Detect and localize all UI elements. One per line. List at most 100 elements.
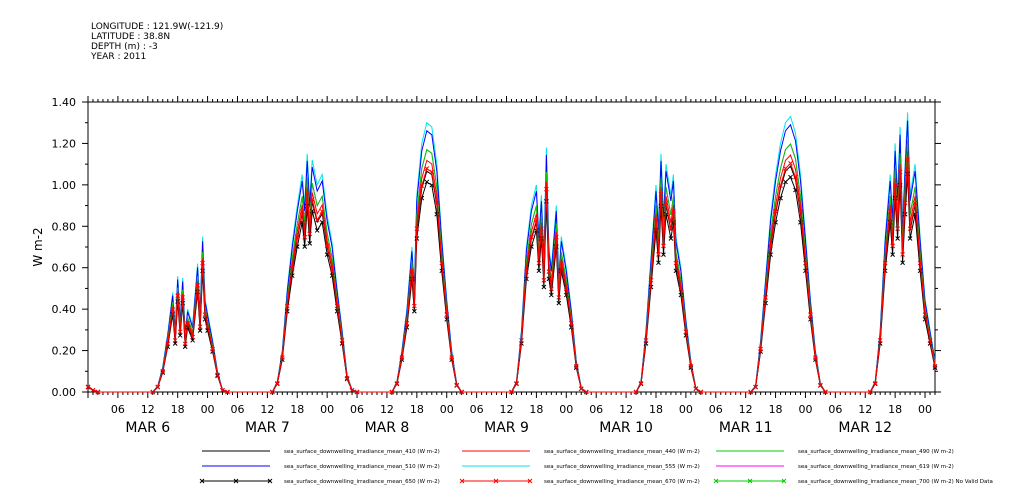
series-marker [803, 260, 808, 266]
series-marker [648, 284, 654, 290]
series-marker [556, 295, 562, 300]
series-marker [793, 174, 798, 180]
x-hour-tick-label: 06 [350, 403, 364, 416]
series-marker [95, 389, 101, 395]
x-date-label: MAR 12 [838, 420, 892, 436]
y-tick-label: 0.40 [52, 303, 77, 316]
legend-entry-label: sea_surface_downwelling_irradiance_mean_… [798, 449, 954, 455]
series-marker [783, 166, 788, 171]
legend-marker [493, 478, 499, 484]
x-hour-tick-label: 00 [440, 403, 454, 416]
series-marker [90, 387, 96, 393]
series-marker [932, 365, 938, 371]
series-marker [661, 243, 666, 249]
x-hour-tick-label: 06 [111, 403, 125, 416]
series-marker [439, 260, 445, 266]
x-hour-tick-label: 18 [888, 403, 902, 416]
series-marker [269, 389, 275, 395]
series-marker [170, 307, 176, 312]
series-line [87, 120, 936, 393]
series-marker [698, 389, 704, 395]
x-date-label: MAR 6 [125, 420, 170, 436]
series-marker [202, 312, 208, 317]
series-marker [411, 303, 417, 309]
series-marker [302, 244, 308, 249]
series-marker [150, 389, 156, 395]
series-marker [180, 295, 186, 300]
series-marker [509, 389, 514, 395]
x-hour-tick-label: 12 [141, 403, 155, 416]
series-marker [912, 200, 918, 206]
series-marker [558, 260, 564, 266]
series-marker [539, 226, 544, 232]
series-marker [897, 169, 903, 175]
x-date-label: MAR 11 [719, 420, 773, 436]
series-marker [394, 381, 400, 386]
y-tick-label: 0.00 [52, 386, 77, 399]
series-marker [748, 389, 754, 395]
legend-entry-label: sea_surface_downwelling_irradiance_mean_… [544, 449, 700, 455]
series-marker [663, 200, 669, 206]
year-label: YEAR : 2011 [91, 52, 147, 62]
series-marker [536, 260, 542, 266]
legend-marker [233, 478, 239, 484]
series-marker [907, 226, 913, 232]
x-hour-tick-label: 12 [619, 403, 633, 416]
series-marker [763, 295, 768, 300]
x-date-label: MAR 7 [245, 420, 290, 436]
series-marker [877, 338, 883, 343]
series-marker [519, 338, 524, 343]
series-marker [658, 191, 664, 197]
series-marker [175, 293, 181, 299]
series-lines [85, 112, 938, 395]
chart-header: LONGITUDE : 121.9W(-121.9) LATITUDE : 38… [91, 22, 223, 62]
series-marker [788, 160, 793, 166]
series-marker [289, 265, 295, 271]
legend-entry-label: sea_surface_downwelling_irradiance_mean_… [544, 479, 700, 485]
series-marker [534, 228, 539, 233]
series-line [87, 112, 936, 393]
chart-axes: 0.00 0.20 0.40 0.60 0.80 1.00 1.20 1.40 W m-2 06 1… [31, 96, 941, 436]
series-marker [902, 211, 908, 217]
series-marker [693, 386, 699, 391]
series-marker [404, 325, 410, 330]
series-marker [922, 312, 928, 317]
series-marker [678, 286, 684, 292]
y-tick-label: 1.20 [52, 137, 77, 150]
series-marker [514, 381, 519, 386]
series-marker [892, 195, 898, 201]
series-marker [307, 241, 313, 246]
series-marker [197, 328, 203, 333]
series-marker [302, 234, 308, 240]
series-marker [195, 283, 200, 288]
series-marker [900, 252, 905, 257]
series-marker [683, 329, 689, 335]
series-marker [449, 355, 455, 360]
series-marker [890, 243, 896, 249]
series-marker [668, 226, 674, 232]
series-marker [299, 209, 305, 214]
series-marker [399, 355, 405, 360]
series-marker [818, 382, 823, 388]
series-marker [668, 236, 674, 241]
series-marker [534, 217, 539, 223]
series-marker [225, 389, 230, 395]
series-marker [434, 200, 440, 206]
series-marker [643, 338, 649, 343]
series-marker [165, 341, 171, 347]
series-marker [882, 260, 888, 266]
series-marker [411, 308, 417, 314]
series-marker [900, 260, 905, 266]
y-tick-label: 0.20 [52, 345, 77, 358]
x-hour-tick-label: 12 [500, 403, 514, 416]
series-marker [284, 303, 290, 309]
legend-entry-label: sea_surface_downwelling_irradiance_mean_… [544, 464, 700, 470]
series-marker [648, 277, 654, 283]
series-marker [895, 226, 900, 232]
series-marker [190, 334, 195, 340]
series-marker [549, 292, 554, 298]
series-marker [220, 387, 225, 393]
series-marker [329, 265, 335, 271]
series-marker [314, 228, 320, 233]
series-marker [279, 355, 285, 360]
